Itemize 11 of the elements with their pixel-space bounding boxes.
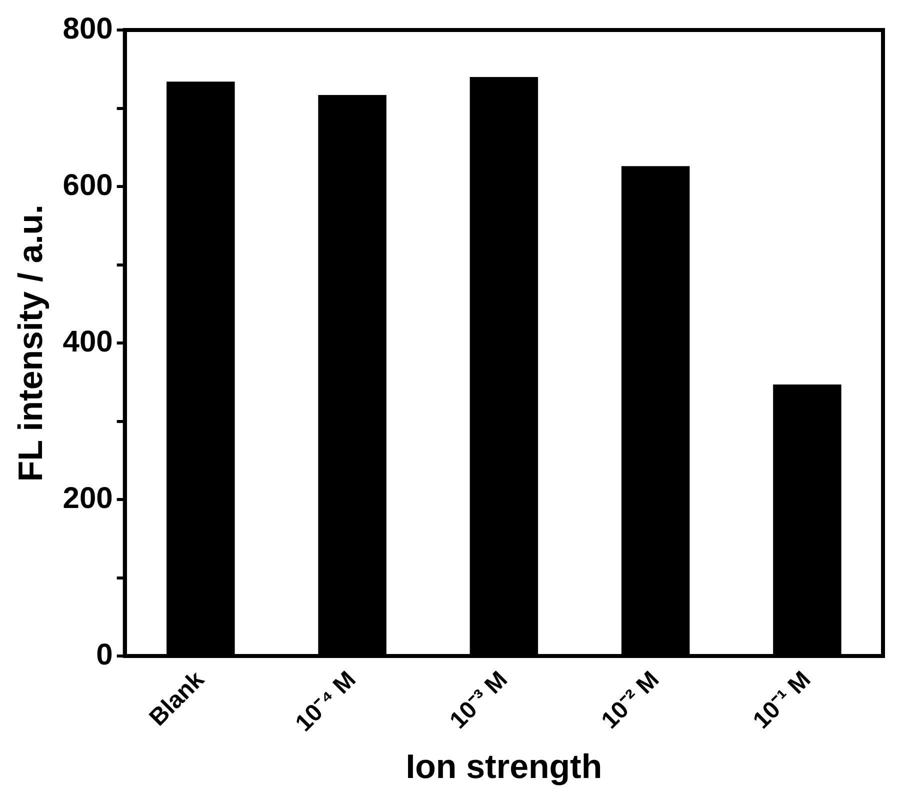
y-tick-label: 200 — [62, 482, 113, 515]
y-tick-label: 800 — [62, 12, 113, 46]
x-tick-label: 10⁻¹ M — [748, 666, 816, 734]
y-tick-label: 600 — [62, 168, 113, 202]
x-axis-title: Ion strength — [406, 748, 602, 786]
x-tick-label: 10⁻³ M — [444, 666, 513, 734]
x-tick-label: 10⁻² M — [596, 666, 664, 734]
y-tick-label: 0 — [96, 638, 113, 672]
y-axis-title: FL intensity / a.u. — [12, 204, 50, 482]
x-tick-label: 10⁻⁴ M — [290, 666, 362, 737]
y-tick-label: 400 — [62, 325, 113, 358]
